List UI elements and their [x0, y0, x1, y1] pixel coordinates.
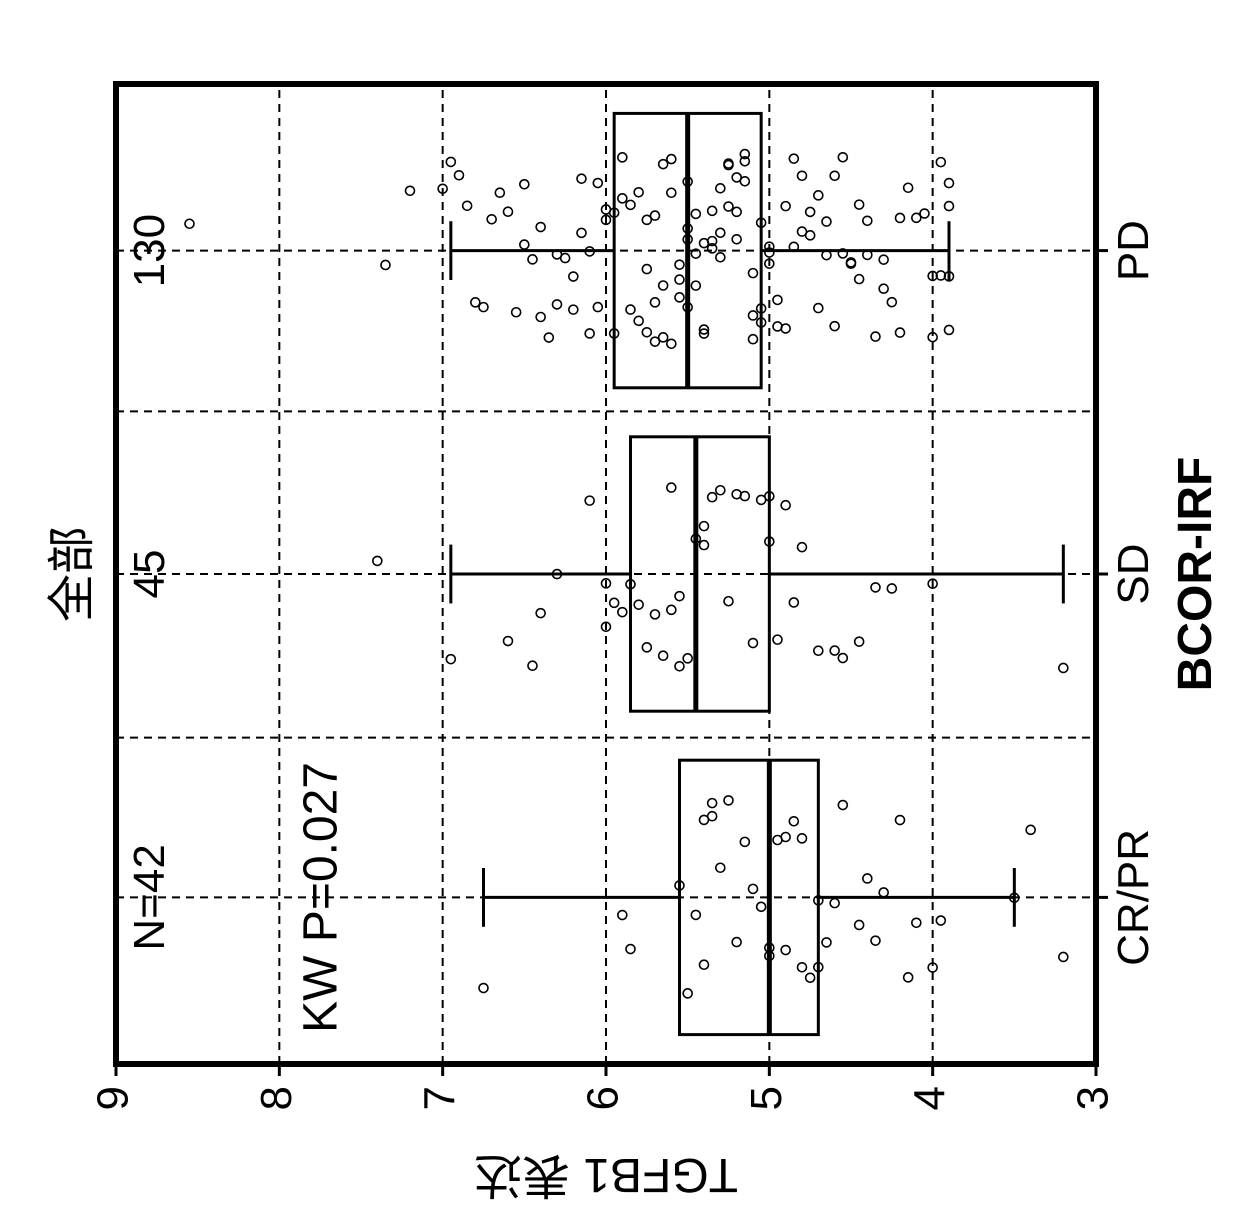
ytick-label: 4 — [905, 1086, 954, 1110]
chart-container: 3456789TGFB1 表达全部CR/PRSDPDBCOR-IRFN=4245… — [26, 0, 1214, 1214]
boxplot-chart: 3456789TGFB1 表达全部CR/PRSDPDBCOR-IRFN=4245… — [26, 26, 1240, 1214]
chart-bg — [26, 26, 1240, 1214]
ytick-label: 5 — [742, 1086, 791, 1110]
ytick-label: 6 — [579, 1086, 628, 1110]
n-label: 45 — [125, 550, 174, 599]
category-label: CR/PR — [1109, 829, 1158, 966]
n-label: N=42 — [125, 844, 174, 950]
chart-title: 全部 — [46, 526, 99, 622]
ytick-label: 3 — [1069, 1086, 1118, 1110]
x-axis-label: BCOR-IRF — [1169, 457, 1222, 692]
ytick-label: 7 — [415, 1086, 464, 1110]
category-label: SD — [1109, 543, 1158, 604]
ytick-label: 8 — [252, 1086, 301, 1110]
stat-annotation: KW P=0.027 — [295, 762, 348, 1033]
n-label: 130 — [125, 214, 174, 287]
category-label: PD — [1109, 220, 1158, 281]
ytick-label: 9 — [89, 1086, 138, 1110]
y-axis-label: TGFB1 表达 — [474, 1148, 738, 1201]
